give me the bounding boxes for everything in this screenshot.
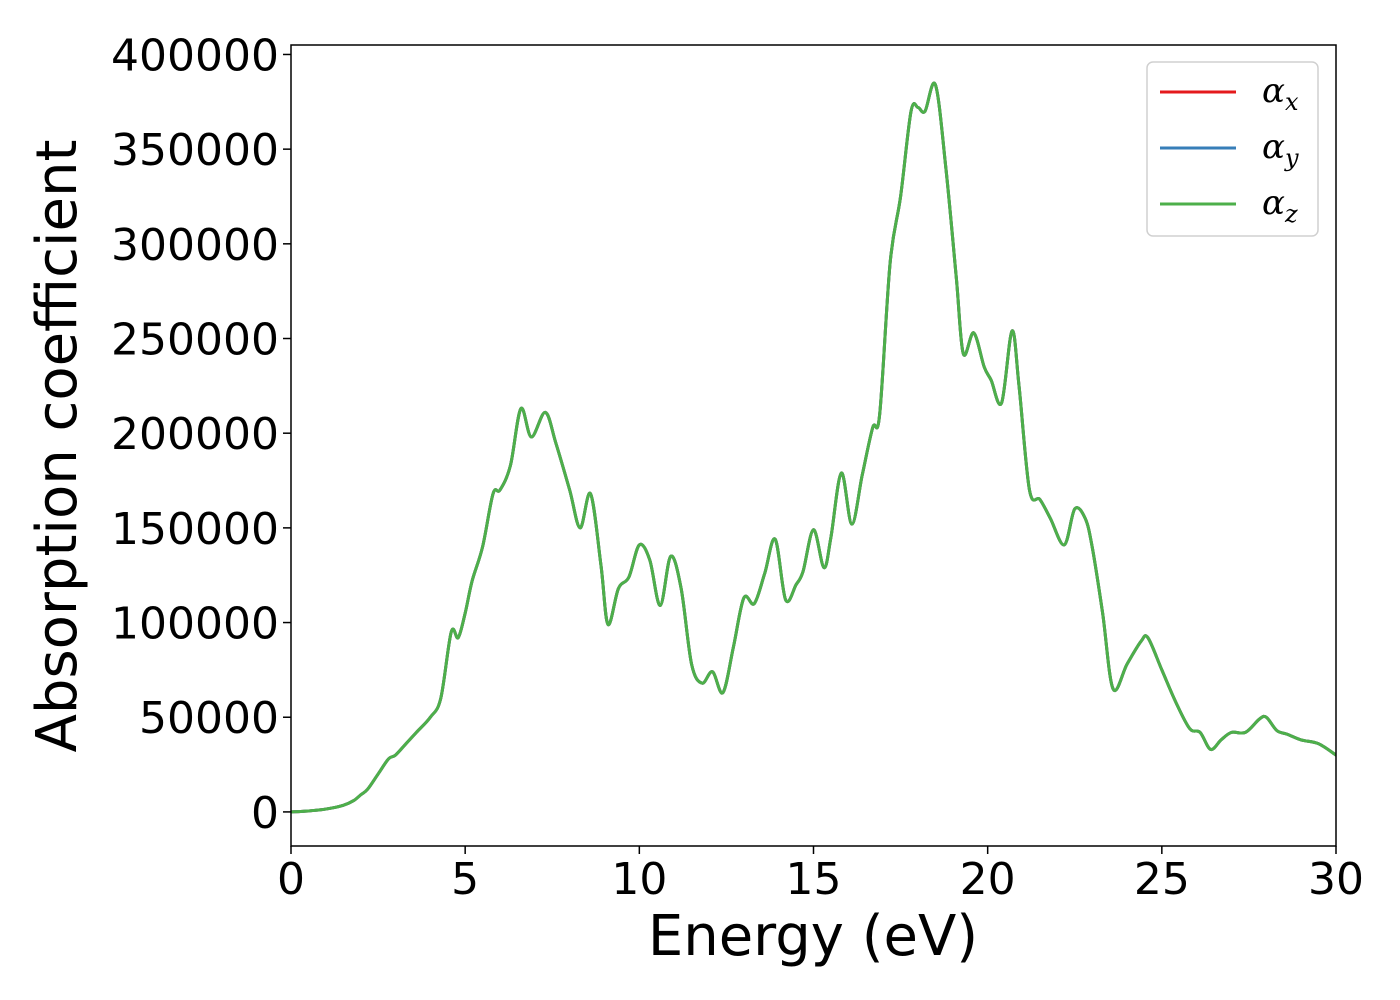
series-line-z: [291, 81, 1336, 814]
legend-label-z: αz: [1262, 183, 1298, 228]
x-axis-ticks: 0 5 10 15 20 25 30: [277, 846, 1364, 905]
x-tick-label: 5: [451, 854, 479, 905]
y-tick-label: 100000: [111, 599, 279, 650]
y-tick-label: 50000: [139, 693, 279, 744]
y-tick-label: 200000: [111, 409, 279, 460]
y-axis-ticks: 0 50000 100000 150000 200000 250000 300000 3500…: [111, 30, 291, 839]
x-tick-label: 30: [1308, 854, 1364, 905]
x-tick-label: 25: [1134, 854, 1190, 905]
y-tick-label: 250000: [111, 315, 279, 366]
series-layer: [291, 81, 1336, 814]
x-tick-label: 0: [277, 854, 305, 905]
legend-label-x: αx: [1262, 71, 1299, 116]
y-tick-label: 400000: [111, 30, 279, 81]
y-tick-label: 0: [251, 788, 279, 839]
x-tick-label: 10: [611, 854, 667, 905]
y-tick-label: 350000: [111, 125, 279, 176]
legend: αx αy αz: [1146, 61, 1319, 237]
x-tick-label: 20: [960, 854, 1016, 905]
y-tick-label: 150000: [111, 504, 279, 555]
y-axis-title: Absorption coefficient: [25, 140, 90, 753]
legend-label-y: αy: [1262, 127, 1299, 172]
x-axis-title: Energy (eV): [648, 904, 978, 969]
y-tick-label: 300000: [111, 220, 279, 271]
x-tick-label: 15: [786, 854, 842, 905]
